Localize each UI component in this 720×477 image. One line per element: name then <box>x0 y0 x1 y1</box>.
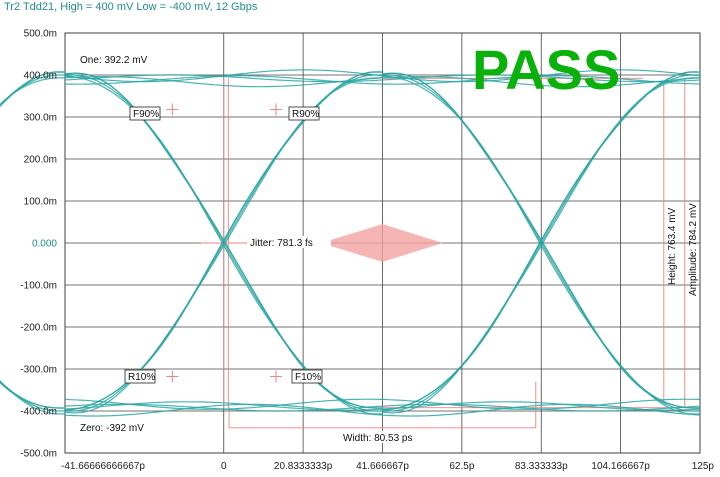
y-tick-label: -200.0m <box>20 323 57 334</box>
zero-level-label: Zero: -392 mV <box>80 423 144 434</box>
one-label-bg <box>78 53 160 65</box>
zero-level-trace <box>64 398 700 410</box>
x-tick-label: 62.5p <box>449 461 474 472</box>
r90-label: R90% <box>292 109 319 120</box>
y-tick-label: 300.0m <box>24 113 57 124</box>
y-tick-label: -500.0m <box>20 449 57 460</box>
y-tick-label: -400.0m <box>20 407 57 418</box>
jitter-label-bg <box>247 236 331 248</box>
y-tick-label: 400.0m <box>24 71 57 82</box>
width-label-bg <box>340 431 424 443</box>
falling-edge-trace <box>382 72 701 409</box>
f90-label-box <box>129 106 161 121</box>
height-label: Height: 763.4 mV <box>667 207 678 285</box>
r10-label: R10% <box>128 372 155 383</box>
annotation-labels: F90% R90% R10% F10% One: 392.2 mV Zero: -392 … <box>78 38 699 444</box>
y-tick-label: 500.0m <box>24 29 57 40</box>
zero-label-bg <box>78 421 154 433</box>
tick-labels: -41.66666666667p 0 20.8333333p 41.666667p 62… <box>20 29 714 473</box>
pass-status-label: PASS <box>472 38 620 101</box>
f10-label-box <box>291 369 323 384</box>
x-tick-label: 125p <box>692 461 715 472</box>
x-tick-label: 0 <box>221 461 227 472</box>
x-tick-label: 20.8333333p <box>274 461 333 472</box>
zero-level-trace <box>64 403 701 412</box>
rising-edge-trace <box>0 71 65 106</box>
chart-title: Tr2 Tdd21, High = 400 mV Low = -400 mV, … <box>4 1 258 13</box>
jitter-label: Jitter: 781.3 fs <box>250 238 313 249</box>
x-tick-label: -41.66666666667p <box>61 461 145 472</box>
rising-edge-trace <box>0 71 66 108</box>
x-tick-label: 104.166667p <box>591 461 650 472</box>
f90-label: F90% <box>133 109 159 120</box>
width-label: Width: 80.53 ps <box>343 433 412 444</box>
x-tick-label: 83.333333p <box>515 461 568 472</box>
r10-label-box <box>124 369 156 384</box>
one-level-trace <box>64 75 701 85</box>
r90-label-box <box>288 106 320 121</box>
eye-traces <box>0 69 701 417</box>
y-tick-label: 200.0m <box>24 155 57 166</box>
y-tick-label: -100.0m <box>20 281 57 292</box>
measurement-markers <box>200 77 700 429</box>
eye-mask-diamond <box>320 224 443 262</box>
falling-edge-trace <box>64 72 383 409</box>
y-tick-label: 100.0m <box>24 197 57 208</box>
y-tick-label: -300.0m <box>20 365 57 376</box>
f10-label: F10% <box>295 372 321 383</box>
one-level-trace <box>64 74 701 83</box>
x-tick-label: 41.666667p <box>356 461 409 472</box>
amplitude-label: Amplitude: 784.2 mV <box>688 203 699 296</box>
one-level-label: One: 392.2 mV <box>80 55 148 66</box>
y-tick-label: 0.000 <box>32 239 57 250</box>
falling-edge-trace <box>0 381 66 409</box>
